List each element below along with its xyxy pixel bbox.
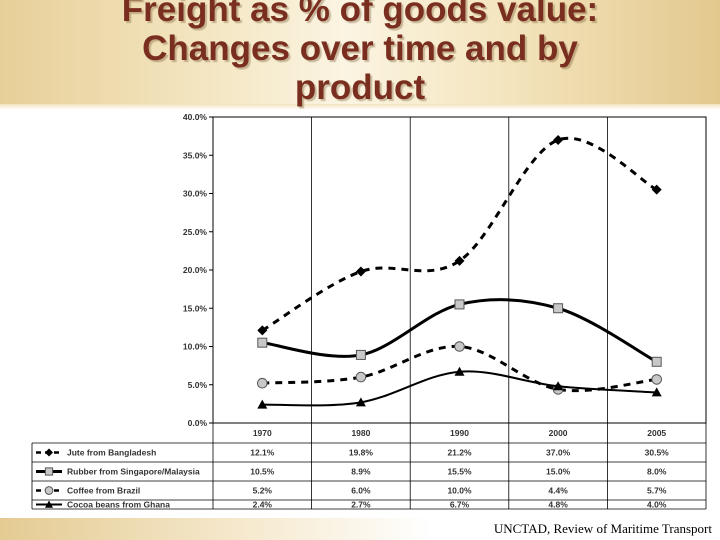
table-cell: 4.0% — [647, 500, 667, 510]
footer-bar — [0, 518, 720, 540]
table-cell: 2.7% — [351, 500, 371, 510]
table-cell: 6.7% — [450, 500, 470, 510]
title-line-1: Freight as % of goods value: — [121, 0, 599, 29]
table-header-1990: 1990 — [450, 428, 469, 438]
data-point-square — [257, 337, 268, 348]
data-point-triangle — [651, 387, 662, 397]
data-point-triangle — [553, 381, 564, 391]
legend-entry: Cocoa beans from Ghana — [67, 500, 170, 510]
table-cell: 4.4% — [548, 486, 568, 496]
y-tick-label: 40.0% — [183, 112, 208, 122]
data-point-circle — [257, 377, 268, 389]
table-cell: 6.0% — [351, 486, 371, 496]
source-credit: UNCTAD, Review of Maritime Transport — [493, 521, 712, 536]
data-table: 1970 1980 1990 2000 2005 Jute from Bangladesh… — [31, 422, 707, 510]
title-banner — [0, 0, 720, 104]
title-banner-fade — [0, 104, 720, 110]
table-cell: 12.1% — [250, 448, 275, 458]
data-point-circle — [355, 371, 367, 383]
grid-layer — [212, 116, 707, 424]
page-title: Freight as % of goods value: Changes ove… — [0, 0, 720, 107]
y-tick-label: 25.0% — [183, 227, 208, 237]
data-point-square — [553, 303, 564, 314]
legend-entry: Coffee from Brazil — [67, 486, 140, 496]
legend-entry: Jute from Bangladesh — [67, 448, 156, 458]
data-point-circle — [454, 341, 465, 352]
y-tick-label: 35.0% — [183, 150, 208, 160]
data-point-triangle — [45, 500, 53, 508]
table-cell: 19.8% — [349, 448, 374, 458]
data-point-diamond — [45, 448, 53, 457]
series-line-3 — [262, 344, 657, 393]
y-tick-label: 5.0% — [188, 380, 208, 390]
data-point-diamond — [651, 184, 662, 195]
data-point-circle — [44, 486, 54, 495]
table-cell: 2.4% — [253, 500, 273, 510]
series-line-1 — [261, 136, 658, 332]
table-header-2000: 2000 — [549, 428, 568, 438]
data-point-square — [44, 467, 54, 476]
table-cell: 5.7% — [647, 486, 667, 496]
data-point-circle — [651, 374, 663, 385]
data-point-triangle — [257, 399, 268, 409]
y-tick-label: 15.0% — [183, 303, 208, 313]
plot-border — [212, 116, 707, 424]
table-cell: 37.0% — [546, 448, 571, 458]
table-header-1970: 1970 — [253, 428, 272, 438]
y-tick-label: 0.0% — [188, 418, 208, 428]
title-line-3: product — [294, 68, 426, 107]
series-line-4 — [262, 370, 657, 407]
table-cell: 5.2% — [253, 486, 273, 496]
data-point-triangle — [454, 366, 465, 376]
data-point-triangle — [355, 397, 366, 407]
table-cell: 21.2% — [447, 448, 472, 458]
data-point-square — [454, 299, 465, 310]
data-point-diamond — [454, 255, 465, 266]
table-cell: 15.5% — [447, 467, 472, 477]
table-cell: 8.9% — [351, 467, 371, 477]
table-cell: 8.0% — [647, 467, 667, 477]
data-point-diamond — [257, 325, 268, 336]
legend-entry: Rubber from Singapore/Malaysia — [67, 467, 200, 477]
title-line-2: Changes over time and by — [142, 29, 578, 68]
axis-layer: 0.0% 5.0% 10.0% 15.0% 20.0% 25.0% 30.0% 35.0% 40… — [183, 112, 213, 428]
table-header-2005: 2005 — [647, 428, 666, 438]
table-cell: 4.8% — [548, 500, 568, 510]
series-layer — [257, 134, 663, 409]
table-cell: 30.5% — [645, 448, 670, 458]
y-tick-label: 20.0% — [183, 265, 208, 275]
table-header-1980: 1980 — [351, 428, 370, 438]
y-tick-label: 30.0% — [183, 189, 208, 199]
data-point-square — [651, 356, 662, 367]
table-cell: 15.0% — [546, 467, 571, 477]
table-cell: 10.5% — [250, 467, 275, 477]
data-point-diamond — [553, 134, 564, 145]
data-point-square — [355, 349, 366, 360]
y-tick-label: 10.0% — [183, 342, 208, 352]
table-cell: 10.0% — [447, 486, 472, 496]
data-point-diamond — [355, 266, 366, 277]
